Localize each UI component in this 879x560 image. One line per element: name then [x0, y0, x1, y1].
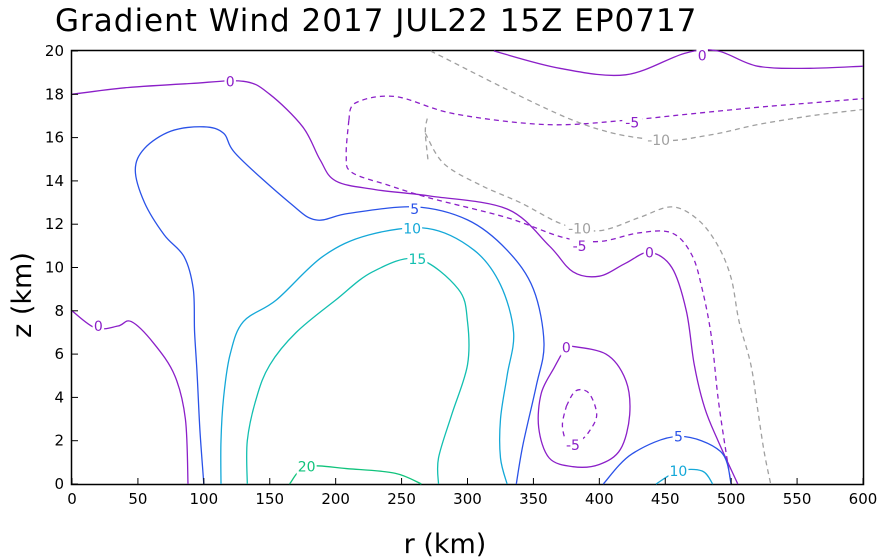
contour-label-bg: [565, 220, 594, 237]
contour-label-bg: [560, 339, 573, 356]
y-tick-label: 0: [54, 475, 64, 493]
contour-layer: [71, 49, 864, 485]
y-tick-label: 16: [45, 129, 64, 147]
x-tick-label: 600: [849, 490, 878, 508]
contour-line--10-0: [430, 50, 864, 142]
contour-label--10-0: -10: [647, 133, 670, 149]
contour-label-0-3: 0: [562, 341, 571, 357]
x-tick-label: 150: [255, 490, 284, 508]
contour-line-0-2: [71, 310, 189, 485]
contour-line-15-0: [245, 257, 470, 485]
contour-label-bg: [696, 47, 708, 64]
contour-line--10-1: [424, 115, 429, 160]
contour-label--5-2: -5: [566, 438, 580, 454]
y-tick-label: 14: [45, 172, 64, 190]
y-axis-ticks: 0 2 4 6 8 10 12 14 16 18 20: [45, 42, 78, 493]
contour-label-5-1: 5: [674, 429, 683, 445]
contour-label-bg: [562, 437, 583, 454]
contour-label-bg: [622, 114, 643, 131]
y-tick-label: 12: [45, 215, 64, 233]
contour-label-bg: [569, 237, 590, 254]
contour-label-10-0: 10: [403, 222, 421, 238]
x-tick-label: 50: [128, 490, 147, 508]
contour-label-10-1: 10: [670, 464, 688, 480]
contour-line-10-1: [655, 468, 714, 485]
contour-line-5-0: [134, 126, 545, 485]
y-tick-label: 10: [45, 259, 64, 277]
x-tick-label: 250: [387, 490, 416, 508]
contour-label-0-0: 0: [226, 74, 235, 90]
contour-label-5-0: 5: [410, 202, 419, 218]
contour-label--5-1: -5: [573, 239, 587, 255]
contour-label-0-1: 0: [698, 48, 707, 64]
contour-label-bg: [643, 244, 656, 261]
y-tick-label: 20: [45, 42, 64, 60]
contour-label-bg: [92, 317, 105, 334]
x-tick-label: 300: [453, 490, 482, 508]
chart-title: Gradient Wind 2017 JUL22 15Z EP0717: [55, 3, 697, 39]
contour-label-15-0: 15: [408, 252, 426, 268]
x-tick-label: 500: [717, 490, 746, 508]
contour-label-bg: [407, 250, 428, 267]
contour-line--5-1: [345, 120, 732, 485]
contour-line-10-0: [220, 227, 515, 485]
x-tick-label: 0: [67, 490, 77, 508]
x-tick-label: 200: [321, 490, 350, 508]
contour-line--5-0: [348, 95, 864, 126]
contour-line--5-2: [561, 388, 598, 445]
contour-label-bg: [644, 131, 673, 148]
contour-label-bg: [672, 428, 685, 445]
contour-label-bg: [409, 201, 421, 218]
contour-line-0-3: [537, 344, 631, 468]
y-tick-label: 4: [54, 388, 64, 406]
x-tick-label: 100: [190, 490, 219, 508]
contour-line-0-1: [493, 49, 864, 77]
x-axis-ticks: 0 50 100 150 200 250 300 350 400 450 500 550 600: [67, 478, 877, 508]
contour-label--10-1: -10: [568, 222, 591, 238]
y-tick-label: 2: [54, 432, 64, 450]
x-tick-label: 350: [519, 490, 548, 508]
contour-label-20-0: 20: [298, 460, 316, 476]
contour-label-0-2: 0: [645, 245, 654, 261]
x-tick-label: 550: [783, 490, 812, 508]
contour-label-0-4: 0: [94, 319, 103, 335]
contour-label-bg: [224, 73, 236, 90]
x-tick-label: 400: [585, 490, 614, 508]
y-tick-label: 18: [45, 85, 64, 103]
y-tick-label: 6: [54, 345, 64, 363]
contour-label-bg: [668, 463, 689, 480]
y-axis-label: z (km): [7, 252, 38, 338]
contour-label-bg: [296, 458, 317, 475]
x-axis-label: r (km): [404, 529, 487, 560]
y-tick-label: 8: [54, 302, 64, 320]
contour-line-0-0: [71, 80, 739, 485]
contour-label-bg: [402, 220, 423, 237]
contour-line--10-2: [424, 132, 772, 485]
plot-frame: [70, 49, 865, 486]
x-tick-label: 450: [651, 490, 680, 508]
contour-label--5-0: -5: [625, 115, 639, 131]
